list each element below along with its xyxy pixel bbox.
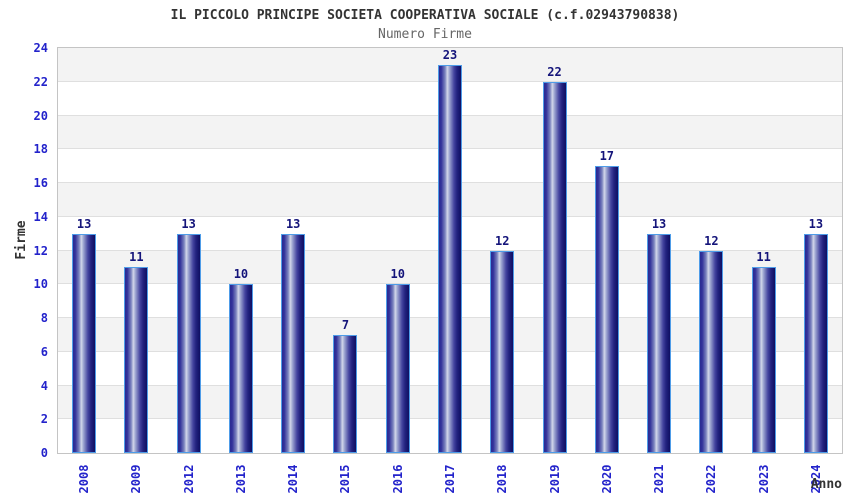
bar-2018 [490, 250, 515, 453]
bar-value-label: 13 [76, 216, 92, 231]
x-tick-label: 2014 [286, 464, 301, 494]
y-tick-label: 18 [33, 142, 48, 157]
x-axis-title: Anno [810, 477, 842, 492]
y-tick-label: 22 [33, 74, 48, 89]
x-tick-label: 2008 [77, 464, 92, 494]
y-tick-label: 20 [33, 108, 48, 123]
x-tick-label: 2012 [181, 464, 196, 494]
bar-value-label: 12 [704, 233, 719, 248]
bar-2015 [333, 334, 358, 453]
bar-value-label: 22 [547, 64, 562, 79]
x-tick-label: 2018 [495, 464, 510, 494]
x-tick-label: 2009 [129, 464, 144, 494]
x-tick-label: 2023 [756, 464, 771, 494]
bar-value-label: 11 [756, 250, 771, 265]
x-tick-label: 2015 [338, 464, 353, 494]
bar-2023 [751, 267, 776, 453]
bar-2012 [176, 233, 201, 453]
bar-value-label: 12 [495, 233, 510, 248]
chart-title: IL PICCOLO PRINCIPE SOCIETA COOPERATIVA … [170, 8, 680, 23]
y-tick-label: 14 [33, 209, 48, 224]
bar-value-label: 10 [233, 267, 249, 282]
bar-value-label: 13 [808, 216, 824, 231]
bar-2019 [542, 81, 567, 453]
x-tick-label: 2013 [233, 464, 248, 494]
bar-value-label: 17 [599, 149, 615, 164]
y-tick-label: 4 [40, 378, 48, 393]
bar-2024 [803, 233, 828, 453]
bar-2016 [385, 284, 410, 453]
x-tick-label: 2021 [652, 464, 667, 494]
plot-area: 13 11 13 10 13 7 10 23 12 22 17 13 12 11 13 [57, 47, 843, 454]
bar-value-label: 10 [390, 267, 405, 282]
bar-value-label: 13 [181, 216, 196, 231]
y-tick-label: 12 [33, 243, 48, 258]
x-tick-label: 2017 [443, 464, 457, 494]
bar-value-label: 13 [651, 216, 667, 231]
bar-2014 [281, 233, 306, 453]
bar-value-label: 7 [341, 317, 350, 332]
y-tick-label: 6 [40, 344, 48, 359]
y-tick-label: 8 [40, 311, 48, 325]
y-tick-label: 0 [40, 446, 48, 460]
x-tick-label: 2016 [390, 464, 405, 494]
bar-2009 [124, 267, 149, 453]
bar-2013 [228, 284, 253, 453]
bar-2020 [594, 166, 619, 453]
chart-subtitle: Numero Firme [378, 27, 472, 42]
bar-value-label: 11 [129, 250, 144, 265]
bar-2022 [699, 250, 724, 453]
bar-value-label: 23 [442, 47, 458, 62]
y-tick-label: 24 [33, 41, 48, 55]
bar-value-label: 13 [285, 216, 301, 231]
y-tick-label: 10 [33, 277, 48, 292]
x-tick-label: 2022 [704, 464, 719, 494]
x-tick-label: 2019 [547, 464, 562, 494]
x-tick-label: 2020 [599, 464, 614, 494]
bar-2017 [438, 64, 462, 453]
y-tick-label: 2 [40, 412, 48, 427]
bar-2008 [72, 233, 97, 453]
y-tick-label: 16 [33, 176, 48, 190]
bar-2021 [647, 233, 672, 453]
